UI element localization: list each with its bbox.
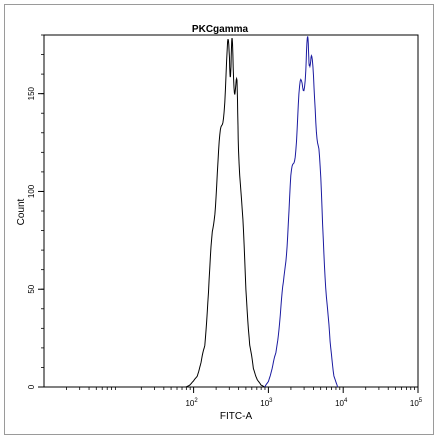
- chart-frame: [4, 4, 434, 435]
- y-tick-label: 50: [27, 284, 36, 293]
- y-tick-label: 150: [27, 86, 36, 100]
- chart-title: PKCgamma: [192, 24, 249, 35]
- y-axis-label: Count: [16, 198, 27, 225]
- histogram-series-2: [264, 36, 339, 388]
- histogram-series-1: [185, 37, 265, 388]
- x-tick-label: 103: [260, 398, 273, 408]
- x-tick-label: 105: [410, 398, 423, 408]
- x-axis-label: FITC-A: [220, 411, 253, 422]
- y-tick-label: 0: [27, 384, 36, 389]
- plot-layer: 102 103 104 105 0 50 100 150: [27, 34, 423, 408]
- plot-border: [43, 34, 419, 388]
- y-tick-label: 100: [27, 184, 36, 198]
- x-tick-label: 102: [185, 398, 198, 408]
- x-tick-label: 104: [335, 398, 348, 408]
